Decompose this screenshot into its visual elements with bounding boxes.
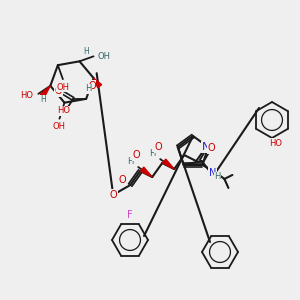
Text: O: O — [54, 86, 62, 96]
Text: HO: HO — [57, 106, 70, 116]
Polygon shape — [40, 86, 50, 98]
Text: N: N — [209, 168, 216, 178]
Text: F: F — [127, 210, 133, 220]
Text: H: H — [149, 148, 155, 158]
Text: O: O — [208, 143, 215, 153]
Text: O: O — [132, 150, 140, 160]
Text: HO: HO — [20, 91, 33, 100]
Text: O: O — [118, 175, 126, 185]
Text: HO: HO — [269, 139, 283, 148]
Text: H: H — [40, 95, 46, 104]
Text: N: N — [202, 142, 210, 152]
Text: OH: OH — [56, 82, 69, 91]
Text: H: H — [127, 157, 134, 166]
Polygon shape — [163, 159, 174, 169]
Text: OH: OH — [97, 52, 110, 61]
Text: O: O — [154, 142, 162, 152]
Polygon shape — [94, 78, 102, 88]
Text: H: H — [85, 84, 91, 93]
Text: H: H — [84, 47, 89, 56]
Text: H: H — [214, 172, 221, 182]
Text: O: O — [110, 190, 117, 200]
Text: OH: OH — [53, 122, 66, 131]
Text: O: O — [88, 80, 96, 91]
Polygon shape — [141, 167, 152, 177]
